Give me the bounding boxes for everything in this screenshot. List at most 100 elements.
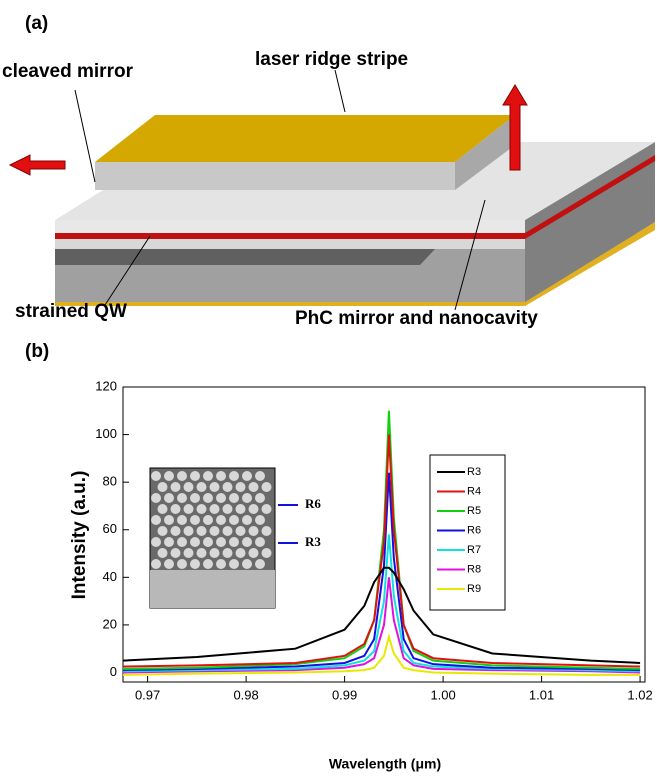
hole (190, 537, 200, 547)
x-tick-label: 0.97 (135, 687, 160, 702)
hole (255, 515, 265, 525)
ridge-top (95, 115, 515, 162)
hole (203, 493, 213, 503)
hole (203, 559, 213, 569)
panel-label: (a) (25, 13, 48, 34)
layer (55, 249, 435, 265)
x-tick-label: 0.99 (332, 687, 357, 702)
hole (210, 526, 220, 536)
hole (210, 548, 220, 558)
inset-substrate (150, 570, 275, 608)
hole (242, 493, 252, 503)
hole (197, 504, 207, 514)
pointer (75, 90, 95, 182)
hole (197, 526, 207, 536)
hole (249, 526, 259, 536)
hole (216, 559, 226, 569)
y-tick-label: 60 (103, 521, 117, 536)
qw-layer (55, 233, 525, 239)
hole (262, 504, 272, 514)
y-tick-label: 80 (103, 474, 117, 489)
hole (184, 548, 194, 558)
hole (223, 548, 233, 558)
hole (255, 559, 265, 569)
legend-label: R7 (467, 544, 481, 556)
hole (177, 471, 187, 481)
hole (151, 471, 161, 481)
pointer (335, 70, 345, 112)
hole (229, 493, 239, 503)
hole (158, 504, 168, 514)
label: cleaved mirror (2, 61, 134, 82)
hole (171, 504, 181, 514)
legend-label: R8 (467, 563, 481, 575)
legend-label: R9 (467, 583, 481, 595)
hole (151, 537, 161, 547)
hole (229, 471, 239, 481)
hole (229, 515, 239, 525)
hole (190, 471, 200, 481)
hole (164, 537, 174, 547)
hole (164, 471, 174, 481)
hole (197, 548, 207, 558)
hole (223, 504, 233, 514)
hole (229, 537, 239, 547)
hole (242, 537, 252, 547)
x-axis-title: Wavelength (μm) (329, 756, 441, 772)
hole (177, 537, 187, 547)
hole (210, 482, 220, 492)
hole (210, 504, 220, 514)
hole (216, 537, 226, 547)
hole (164, 493, 174, 503)
hole (190, 559, 200, 569)
y-tick-label: 100 (95, 426, 117, 441)
hole (177, 515, 187, 525)
hole (249, 548, 259, 558)
hole (151, 493, 161, 503)
hole (190, 515, 200, 525)
hole (203, 471, 213, 481)
legend-label: R3 (467, 466, 481, 478)
hole (171, 526, 181, 536)
hole (242, 559, 252, 569)
hole (249, 482, 259, 492)
hole (164, 515, 174, 525)
hole (184, 482, 194, 492)
hole (151, 559, 161, 569)
x-tick-label: 1.00 (430, 687, 455, 702)
hole (216, 471, 226, 481)
label: laser ridge stripe (255, 49, 408, 70)
hole (223, 526, 233, 536)
hole (158, 482, 168, 492)
label: PhC mirror and nanocavity (295, 308, 538, 329)
hole (171, 482, 181, 492)
y-tick-label: 20 (103, 616, 117, 631)
hole (184, 526, 194, 536)
inset-label: R6 (305, 496, 321, 511)
hole (236, 504, 246, 514)
hole (216, 515, 226, 525)
hole (236, 548, 246, 558)
y-tick-label: 0 (110, 664, 117, 679)
x-tick-label: 1.01 (529, 687, 554, 702)
legend-label: R6 (467, 524, 481, 536)
hole (177, 559, 187, 569)
layer (55, 239, 525, 249)
hole (229, 559, 239, 569)
device-diagram: (a) cleaved mirror laser ridge stripe st… (2, 13, 655, 329)
hole (236, 526, 246, 536)
hole (190, 493, 200, 503)
hole (262, 482, 272, 492)
inset-label: R3 (305, 534, 321, 549)
figure: (a) cleaved mirror laser ridge stripe st… (0, 0, 657, 782)
hole (203, 515, 213, 525)
hole (255, 493, 265, 503)
hole (158, 548, 168, 558)
y-axis-title: Intensity (a.u.) (69, 471, 90, 600)
hole (216, 493, 226, 503)
hole (249, 504, 259, 514)
hole (255, 471, 265, 481)
hole (158, 526, 168, 536)
hole (262, 548, 272, 558)
hole (197, 482, 207, 492)
